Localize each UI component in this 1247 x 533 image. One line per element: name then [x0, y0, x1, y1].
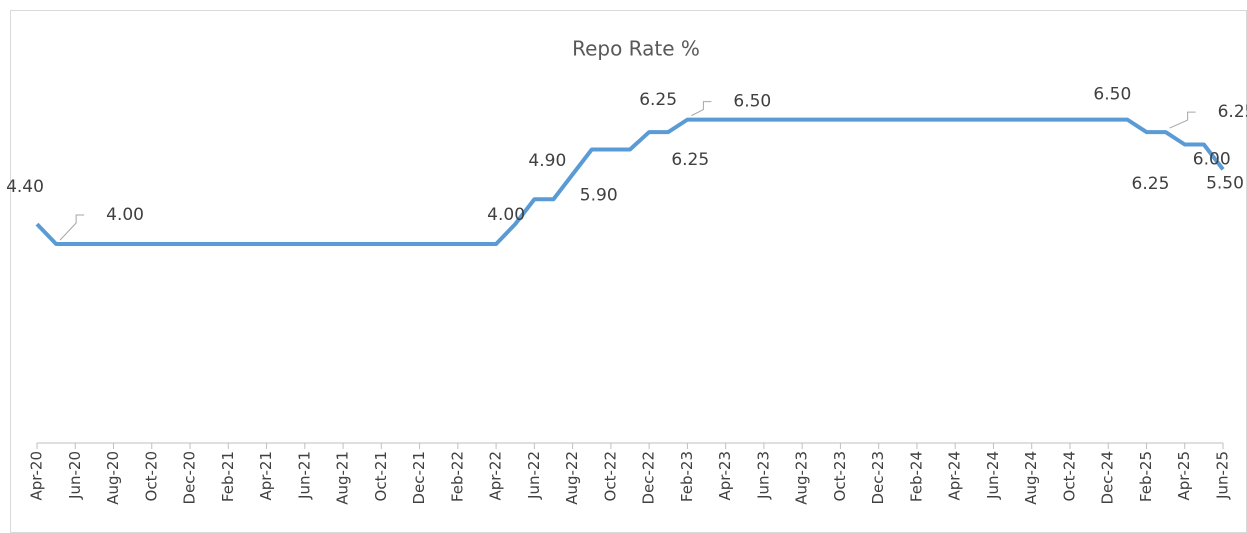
x-tick-label: Feb-25: [1137, 451, 1155, 502]
leader-line: [691, 101, 712, 117]
data-label: 4.40: [6, 177, 44, 197]
x-tick-label: Dec-23: [869, 451, 887, 505]
data-label: 6.25: [1132, 174, 1170, 194]
x-tick-label: Apr-21: [257, 451, 275, 501]
series-line: [35, 117, 1225, 246]
x-tick-label: Jun-24: [984, 451, 1002, 500]
data-label: 4.00: [487, 205, 525, 225]
x-tick-label: Oct-21: [372, 451, 390, 501]
x-tick-label: Apr-23: [716, 451, 734, 501]
x-tick-label: Oct-20: [142, 451, 160, 501]
data-label: 6.50: [1093, 85, 1131, 105]
x-tick-label: Oct-23: [831, 451, 849, 501]
data-label: 6.50: [733, 92, 771, 112]
x-tick-label: Jun-22: [525, 451, 543, 500]
data-label: 6.25: [671, 150, 709, 170]
x-tick-label: Feb-22: [448, 451, 466, 502]
x-tick-label: Dec-21: [410, 451, 428, 505]
x-tick-label: Jun-21: [295, 451, 313, 500]
data-label: 5.90: [580, 185, 618, 205]
x-tick-label: Jun-20: [66, 451, 84, 500]
x-tick-label: Aug-21: [334, 451, 352, 505]
x-tick-label: Jun-25: [1214, 451, 1232, 500]
data-label: 6.25: [1218, 102, 1247, 122]
chart-title: Repo Rate %: [572, 37, 700, 61]
x-tick-label: Aug-23: [793, 451, 811, 505]
x-tick-label: Oct-22: [601, 451, 619, 501]
x-tick-label: Jun-23: [754, 451, 772, 500]
x-tick-label: Dec-22: [640, 451, 658, 505]
data-label: 4.90: [528, 151, 566, 171]
x-tick-label: Dec-20: [181, 451, 199, 505]
data-label: 5.50: [1206, 173, 1244, 193]
x-tick-label: Oct-24: [1060, 451, 1078, 501]
x-tick-label: Aug-22: [563, 451, 581, 505]
x-tick-label: Apr-25: [1175, 451, 1193, 501]
x-tick-label: Feb-21: [219, 451, 237, 502]
data-label: 6.25: [639, 90, 677, 110]
chart-border: [10, 10, 1247, 533]
x-tick-label: Apr-20: [28, 451, 46, 501]
leader-line: [1169, 111, 1196, 129]
x-tick-label: Aug-24: [1022, 451, 1040, 505]
data-label: 6.00: [1193, 150, 1231, 170]
x-tick-label: Aug-20: [104, 451, 122, 505]
x-tick-label: Feb-24: [907, 451, 925, 502]
data-label: 4.00: [106, 205, 144, 225]
x-tick-label: Feb-23: [678, 451, 696, 502]
x-tick-label: Apr-24: [946, 451, 964, 501]
leader-line: [59, 214, 85, 241]
x-tick-label: Apr-22: [487, 451, 505, 501]
x-tick-label: Dec-24: [1099, 451, 1117, 505]
